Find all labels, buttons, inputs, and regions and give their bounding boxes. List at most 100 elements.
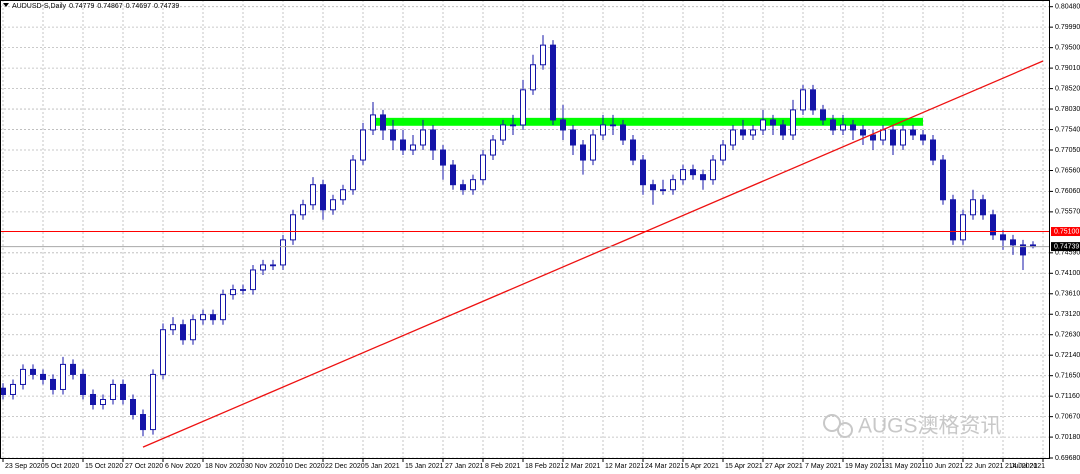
candle-body [1000, 234, 1006, 241]
y-tick-label: 0.71160 [1055, 393, 1080, 400]
x-tick-label: 7 May 2021 [805, 463, 842, 470]
candle-body [410, 144, 416, 151]
candle-body [980, 199, 986, 216]
candle-body [580, 144, 586, 161]
candle-body [710, 159, 716, 181]
x-tick-label: 10 Jun 2021 [925, 463, 964, 470]
y-tick-label: 0.76060 [1055, 188, 1080, 195]
candle-body [510, 124, 516, 127]
candle-body [430, 129, 436, 151]
candle-body [260, 264, 266, 271]
candle-body [760, 119, 766, 131]
y-tick-label: 0.70180 [1055, 434, 1080, 441]
x-tick-label: 8 Feb 2021 [485, 463, 521, 470]
watermark-icon [823, 414, 841, 432]
candle-body [400, 139, 406, 151]
candle-body [370, 114, 376, 131]
x-tick-label: 2 Mar 2021 [565, 463, 601, 470]
candle-body [450, 164, 456, 186]
x-tick-label: 12 Mar 2021 [605, 463, 644, 470]
candle-body [230, 289, 236, 296]
candle-body [780, 124, 786, 136]
x-tick-label: 5 Apr 2021 [685, 463, 719, 470]
candle-body [200, 314, 206, 321]
candle-body [590, 134, 596, 161]
x-tick-label: 27 Jan 2021 [445, 463, 484, 470]
x-tick-label: 27 Apr 2021 [765, 463, 803, 470]
x-tick-label: 18 Feb 2021 [525, 463, 564, 470]
x-tick-label: 31 May 2021 [885, 463, 926, 470]
x-tick-label: 15 Apr 2021 [725, 463, 763, 470]
candle-body [750, 129, 756, 136]
candle-body [180, 324, 186, 341]
candle-body [560, 119, 566, 131]
candle-body [1010, 239, 1016, 246]
watermark: AUGS澳格资讯 [823, 414, 1002, 438]
candle-body [570, 129, 576, 146]
candle-body [110, 383, 116, 400]
candle-body [940, 159, 946, 201]
candle-body [960, 214, 966, 241]
candle-body [970, 199, 976, 216]
candle-body [40, 373, 46, 380]
candle-body [720, 144, 726, 161]
candle-body [250, 269, 256, 291]
candle-body [100, 398, 106, 406]
y-tick-label: 0.80480 [1055, 4, 1080, 11]
title-price: 0.74697 [126, 3, 151, 10]
candle-body [10, 383, 16, 395]
candle-body [920, 134, 926, 141]
candle-body [770, 119, 776, 126]
candle-body [620, 124, 626, 141]
candle-body [740, 129, 746, 136]
candle-body [420, 129, 426, 146]
candle-body [220, 294, 226, 321]
candle-body [830, 119, 836, 131]
candle-body [80, 373, 86, 395]
candle-body [680, 169, 686, 181]
candle-body [60, 363, 66, 390]
candle-body [900, 129, 906, 146]
candle-body [270, 264, 276, 267]
candle-body [930, 139, 936, 161]
candle-body [320, 184, 326, 211]
marks [0, 35, 1050, 448]
candle-body [700, 174, 706, 181]
x-tick-label: 30 Nov 2020 [245, 463, 285, 470]
candle-body [530, 64, 536, 91]
candle-body [850, 124, 856, 131]
candle-body [380, 114, 386, 131]
menu-triangle[interactable] [3, 3, 9, 7]
resistance-zone [373, 117, 923, 126]
y-tick-label: 0.75570 [1055, 209, 1080, 216]
x-tick-label: 15 Jan 2021 [405, 463, 444, 470]
candle-body [730, 129, 736, 146]
x-tick-label: 2 Jul 2021 [1005, 463, 1037, 470]
candle-body [470, 179, 476, 191]
candle-body [300, 204, 306, 216]
watermark-icon [837, 422, 853, 438]
level-label-bg [1051, 227, 1080, 237]
chart-title: AUDUSD-S,Daily 0.74779 0.74867 0.74697 0.747… [12, 3, 179, 10]
title-price: 0.74739 [154, 3, 179, 10]
x-tick-label: 23 Sep 2020 [5, 463, 45, 470]
price-label-bg [1051, 242, 1080, 252]
candle-body [870, 134, 876, 141]
trendline [142, 60, 1044, 448]
x-tick-label: 10 Dec 2020 [285, 463, 325, 470]
candle-body [460, 184, 466, 191]
candle-body [190, 319, 196, 341]
x-tick-label: 22 Dec 2020 [325, 463, 365, 470]
y-tick-label: 0.70670 [1055, 413, 1080, 420]
candle-body [880, 129, 886, 141]
candle-body [120, 383, 126, 400]
candle-body [540, 44, 546, 66]
y-tick-label: 0.72630 [1055, 332, 1080, 339]
candle-body [890, 129, 896, 146]
plot-frame [0, 0, 1050, 459]
candle-body [950, 199, 956, 241]
y-tick-label: 0.76560 [1055, 167, 1080, 174]
level-label: 0.75100 [1054, 228, 1079, 235]
y-tick-label: 0.78520 [1055, 85, 1080, 92]
